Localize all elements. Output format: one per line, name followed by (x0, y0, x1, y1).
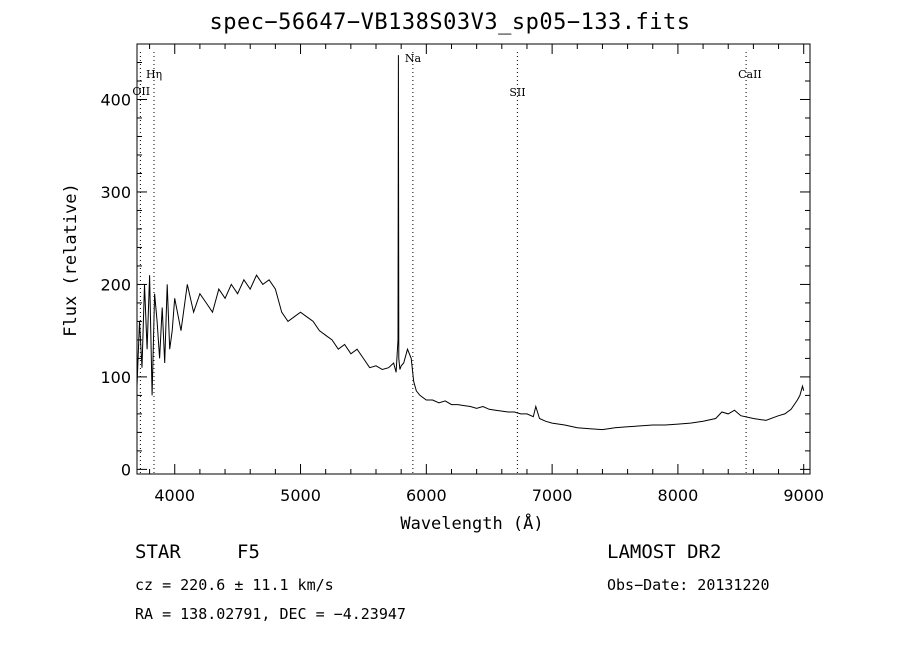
y-tick-label: 100 (100, 368, 131, 387)
axis-ticks: 4000 5000 6000 7000 8000 9000 0 100 200 300 400 (100, 44, 824, 505)
line-label-CaII: CaII (738, 68, 762, 81)
y-tick-label: 0 (121, 460, 131, 479)
chart-title: spec−56647−VB138S03V3_sp05−133.fits (209, 10, 691, 35)
line-label-OII: OII (132, 85, 150, 98)
x-tick-label: 7000 (532, 486, 573, 505)
x-tick-label: 5000 (280, 486, 321, 505)
x-tick-label: 4000 (154, 486, 195, 505)
object-subclass: F5 (237, 541, 260, 563)
x-tick-label: 8000 (658, 486, 699, 505)
line-label-SII: SII (509, 86, 525, 99)
redshift-cz: cz = 220.6 ± 11.1 km/s (135, 576, 334, 594)
spectrum-line (136, 55, 805, 431)
coordinates: RA = 138.02791, DEC = −4.23947 (135, 605, 406, 623)
y-tick-label: 400 (100, 90, 131, 109)
object-class: STAR (135, 541, 181, 563)
y-tick-label: 300 (100, 183, 131, 202)
x-tick-label: 6000 (406, 486, 447, 505)
plot-axes (136, 43, 811, 475)
observation-date: Obs−Date: 20131220 (607, 576, 770, 594)
plot-frame (136, 43, 811, 475)
x-tick-label: 9000 (783, 486, 824, 505)
spectrum-series (136, 55, 805, 431)
spectral-line-markers: OII Hη Na SII CaII (132, 52, 762, 474)
y-tick-label: 200 (100, 275, 131, 294)
line-label-Hη: Hη (146, 68, 162, 81)
line-label-Na: Na (405, 52, 422, 65)
survey-name: LAMOST DR2 (607, 541, 722, 563)
x-axis-label: Wavelength (Å) (400, 512, 543, 534)
y-axis-label: Flux (relative) (61, 183, 81, 337)
